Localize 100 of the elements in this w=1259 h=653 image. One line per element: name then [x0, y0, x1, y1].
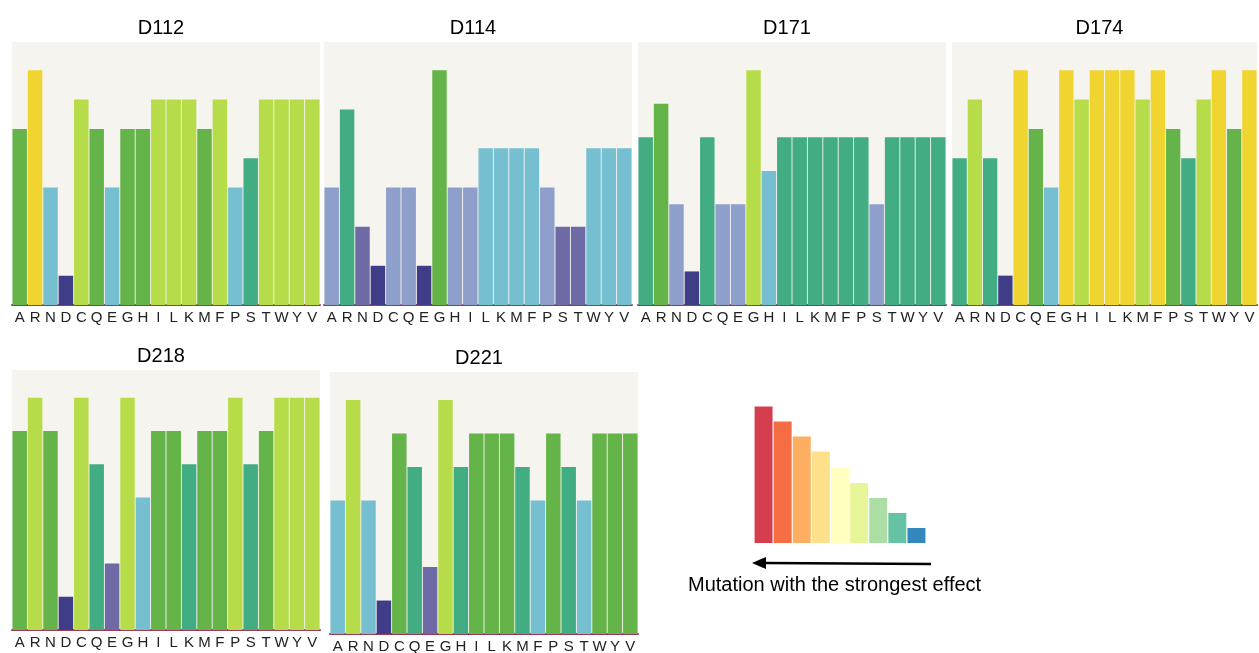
- bar: [339, 109, 355, 305]
- x-tick-label: I: [156, 633, 161, 650]
- x-tick-label: E: [107, 308, 118, 325]
- x-tick-label: G: [121, 308, 134, 325]
- x-tick-label: R: [29, 633, 41, 650]
- x-tick-label: T: [1199, 308, 1209, 325]
- x-tick-label: D: [378, 637, 390, 653]
- x-tick-label: G: [433, 308, 446, 325]
- x-tick-label: M: [1136, 308, 1149, 325]
- bar: [392, 433, 407, 634]
- bar: [967, 99, 983, 305]
- bar: [181, 464, 197, 630]
- x-tick-label: M: [198, 308, 211, 325]
- x-tick-label: I: [474, 637, 479, 653]
- x-tick-label: Y: [917, 308, 928, 325]
- x-tick-label: N: [45, 633, 56, 650]
- bar: [869, 204, 884, 305]
- bar: [1196, 99, 1211, 305]
- bar: [330, 500, 345, 634]
- bar: [43, 431, 58, 630]
- bar: [1059, 70, 1074, 305]
- bar: [438, 400, 453, 634]
- bar: [74, 99, 89, 305]
- x-tick-label: K: [502, 637, 513, 653]
- x-tick-label: S: [1183, 308, 1194, 325]
- chart-title: D112: [137, 16, 185, 38]
- x-tick-label: W: [586, 308, 602, 325]
- x-tick-label: W: [1211, 308, 1227, 325]
- bar: [1242, 70, 1257, 305]
- x-tick-label: F: [1153, 308, 1163, 325]
- x-tick-label: A: [14, 308, 25, 325]
- bar: [74, 397, 89, 630]
- x-tick-label: V: [1244, 308, 1255, 325]
- x-tick-label: N: [671, 308, 682, 325]
- bar: [345, 400, 361, 634]
- x-tick-label: Q: [716, 308, 729, 325]
- x-tick-label: M: [516, 637, 529, 653]
- x-tick-label: T: [579, 637, 589, 653]
- x-tick-label: P: [542, 308, 553, 325]
- bar: [104, 187, 120, 305]
- x-tick-label: L: [795, 308, 804, 325]
- x-tick-label: F: [215, 308, 225, 325]
- bar: [197, 128, 212, 305]
- x-tick-label: H: [137, 308, 149, 325]
- bar: [27, 70, 43, 305]
- x-tick-label: K: [810, 308, 821, 325]
- x-tick-label: I: [1094, 308, 1099, 325]
- x-tick-label: G: [439, 637, 452, 653]
- x-tick-label: N: [45, 308, 56, 325]
- bar: [850, 482, 869, 543]
- bar: [1165, 128, 1181, 305]
- x-tick-label: H: [455, 637, 467, 653]
- x-tick-label: E: [1046, 308, 1057, 325]
- bar: [561, 466, 576, 634]
- x-tick-label: Q: [402, 308, 415, 325]
- x-tick-label: Y: [291, 633, 302, 650]
- x-tick-label: R: [969, 308, 981, 325]
- x-tick-label: E: [419, 308, 430, 325]
- x-tick-label: T: [887, 308, 897, 325]
- bar: [1074, 99, 1089, 305]
- x-tick-label: P: [548, 637, 559, 653]
- x-tick-label: Q: [408, 637, 421, 653]
- chart-title: D171: [763, 16, 811, 38]
- bar: [669, 204, 684, 305]
- bar: [407, 466, 422, 634]
- x-tick-label: A: [332, 637, 343, 653]
- x-tick-label: N: [357, 308, 368, 325]
- bar: [792, 436, 811, 543]
- bar: [370, 265, 386, 305]
- x-tick-label: D: [372, 308, 384, 325]
- x-tick-label: G: [747, 308, 760, 325]
- bar: [1211, 70, 1227, 305]
- x-tick-label: N: [363, 637, 374, 653]
- x-tick-label: D: [999, 308, 1011, 325]
- x-tick-label: S: [557, 308, 568, 325]
- x-tick-label: D: [60, 308, 72, 325]
- x-tick-label: H: [137, 633, 149, 650]
- bar: [869, 497, 888, 543]
- bar: [773, 421, 792, 543]
- bar: [746, 70, 761, 305]
- bar: [58, 275, 74, 305]
- x-tick-label: G: [1060, 308, 1073, 325]
- bar: [376, 600, 392, 634]
- x-tick-label: M: [824, 308, 837, 325]
- chart-title: D218: [137, 344, 185, 366]
- x-tick-label: L: [487, 637, 496, 653]
- x-tick-label: V: [933, 308, 944, 325]
- x-tick-label: Y: [609, 637, 620, 653]
- x-tick-label: S: [871, 308, 882, 325]
- x-tick-label: L: [1107, 308, 1117, 325]
- x-tick-label: V: [307, 633, 318, 650]
- bar: [416, 265, 432, 305]
- chart-title: D174: [1075, 16, 1124, 38]
- bar: [243, 158, 258, 305]
- bar: [104, 563, 120, 630]
- bar: [653, 103, 669, 305]
- bar: [89, 128, 104, 305]
- chart-title: D221: [455, 346, 503, 368]
- x-tick-label: H: [449, 308, 461, 325]
- bar: [831, 467, 849, 543]
